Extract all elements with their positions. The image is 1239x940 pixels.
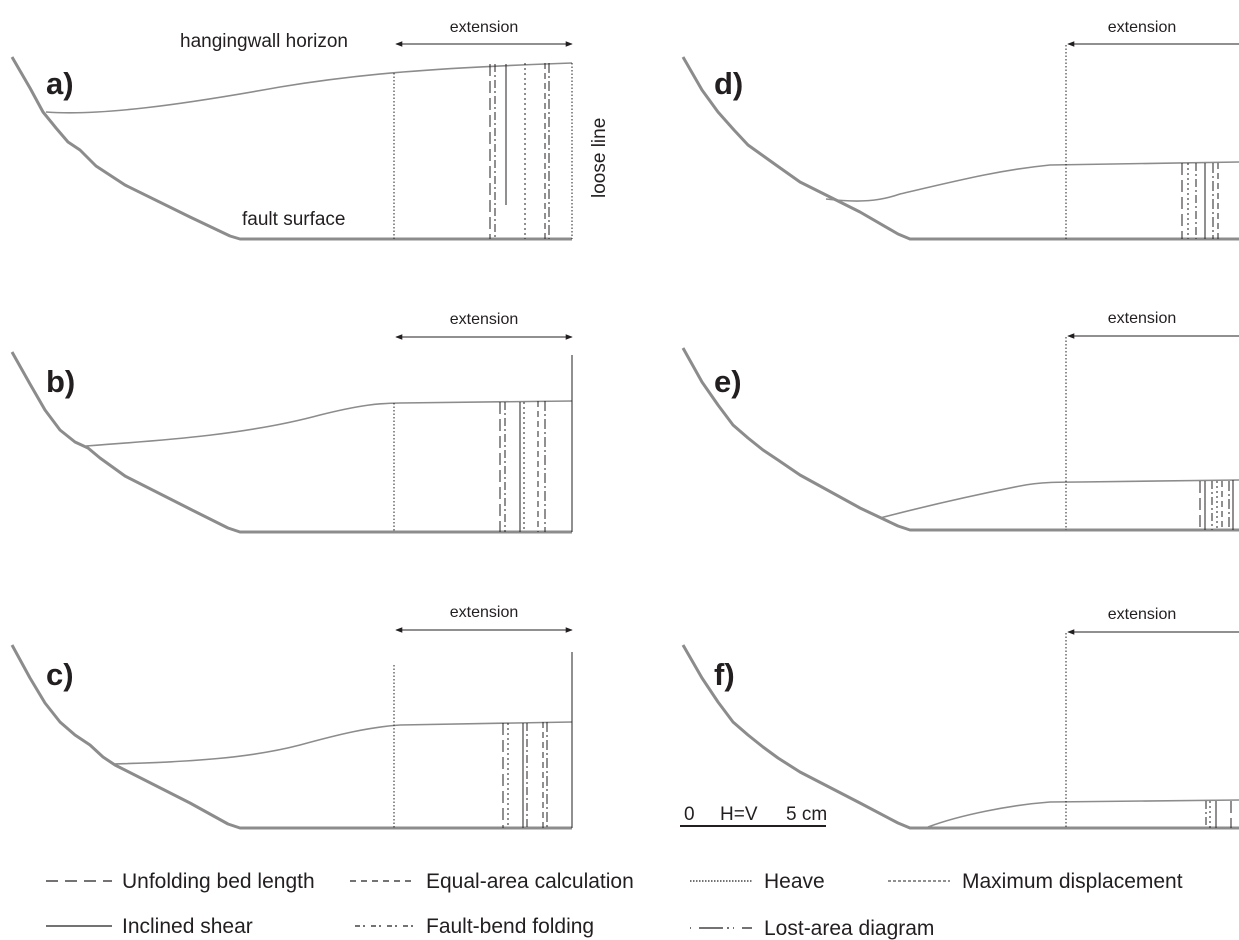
hangingwall-horizon-label: hangingwall horizon bbox=[180, 31, 348, 52]
extension-label-f: extension bbox=[1108, 606, 1177, 623]
panel-f: f) extension 0 H=V 5 cm bbox=[680, 606, 1239, 830]
scale-bar-ratio: H=V bbox=[720, 804, 758, 825]
legend: Unfolding bed length Equal-area calculat… bbox=[46, 870, 1183, 940]
legend-item-fault-bend-folding: Fault-bend folding bbox=[355, 915, 594, 938]
fault-surface-d bbox=[681, 56, 1239, 241]
legend-label: Heave bbox=[764, 870, 825, 893]
scale-bar: 0 H=V 5 cm bbox=[680, 804, 827, 827]
fault-surface-label: fault surface bbox=[242, 209, 346, 230]
panel-a: a) extension hangingwall horizon fault s… bbox=[10, 19, 610, 241]
panel-label-f: f) bbox=[714, 657, 735, 692]
fault-surface-c bbox=[10, 644, 572, 830]
panel-label-e: e) bbox=[714, 364, 742, 399]
panel-label-d: d) bbox=[714, 66, 743, 101]
extension-label-e: extension bbox=[1108, 310, 1177, 327]
panel-d: d) extension bbox=[681, 19, 1239, 241]
extension-label-b: extension bbox=[450, 311, 519, 328]
panel-label-b: b) bbox=[46, 364, 75, 399]
extension-label-c: extension bbox=[450, 604, 519, 621]
legend-item-lost-area-diagram: Lost-area diagram bbox=[690, 917, 934, 940]
panel-b: b) extension bbox=[10, 311, 573, 534]
scale-bar-zero: 0 bbox=[684, 804, 695, 825]
extension-label-d: extension bbox=[1108, 19, 1177, 36]
panel-e: e) extension bbox=[681, 310, 1239, 532]
hangingwall-horizon-a bbox=[45, 62, 573, 114]
hangingwall-horizon-c bbox=[111, 721, 573, 765]
panel-label-a: a) bbox=[46, 66, 74, 101]
legend-item-maximum-displacement: Maximum displacement bbox=[888, 870, 1183, 893]
fault-surface-a bbox=[10, 56, 572, 241]
fault-surface-b bbox=[10, 351, 572, 534]
fault-surface-f bbox=[681, 644, 1239, 830]
legend-label: Inclined shear bbox=[122, 915, 253, 938]
hangingwall-horizon-b bbox=[85, 400, 573, 447]
extension-label-a: extension bbox=[450, 19, 519, 36]
panel-label-c: c) bbox=[46, 657, 74, 692]
fault-surface-e bbox=[681, 347, 1239, 532]
legend-item-equal-area: Equal-area calculation bbox=[350, 870, 634, 893]
legend-label: Maximum displacement bbox=[962, 870, 1183, 893]
panel-c: c) extension bbox=[10, 604, 573, 830]
hangingwall-horizon-d bbox=[825, 161, 1239, 202]
legend-item-inclined-shear: Inclined shear bbox=[46, 915, 253, 938]
legend-item-heave: Heave bbox=[690, 870, 825, 893]
legend-label: Equal-area calculation bbox=[426, 870, 634, 893]
legend-label: Fault-bend folding bbox=[426, 915, 594, 938]
hangingwall-horizon-e bbox=[879, 479, 1239, 519]
legend-item-unfolding-bed-length: Unfolding bed length bbox=[46, 870, 315, 893]
scale-bar-length: 5 cm bbox=[786, 804, 827, 825]
hangingwall-horizon-f bbox=[927, 799, 1239, 828]
loose-line-label: loose line bbox=[589, 118, 610, 198]
legend-label: Unfolding bed length bbox=[122, 870, 315, 893]
legend-label: Lost-area diagram bbox=[764, 917, 934, 940]
